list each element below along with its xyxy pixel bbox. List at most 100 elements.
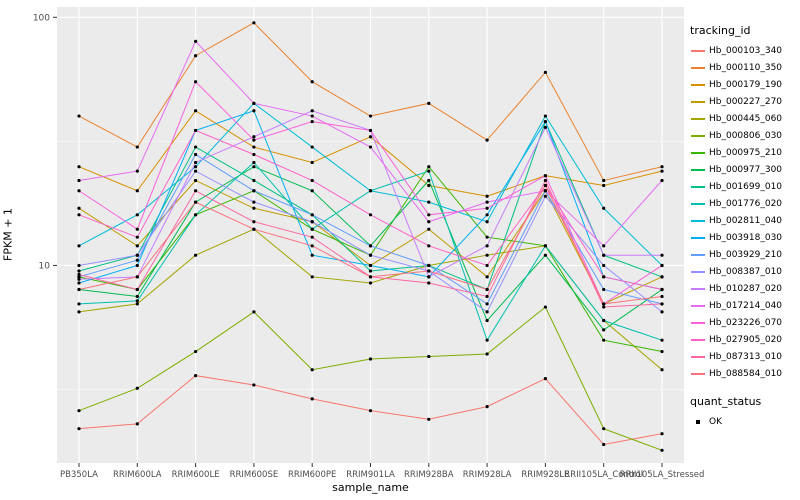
- legend-item-label: Hb_000445_060: [709, 113, 783, 124]
- legend-item-label: Hb_002811_040: [709, 215, 783, 226]
- legend-line-swatch-icon: [690, 281, 706, 297]
- data-point: [135, 294, 139, 299]
- y-tick-label: 10: [39, 261, 51, 271]
- data-point: [310, 213, 314, 217]
- data-point: [485, 404, 489, 409]
- data-point: [310, 145, 314, 149]
- data-point: [602, 244, 606, 248]
- legend-line-swatch-icon: [690, 196, 706, 212]
- data-point: [543, 178, 548, 183]
- data-point: [602, 338, 606, 342]
- data-point: [310, 275, 314, 279]
- legend-item: Hb_008387_010: [690, 263, 800, 280]
- data-point: [427, 269, 431, 273]
- legend-item: Hb_017214_040: [690, 297, 800, 314]
- data-point: [602, 302, 606, 306]
- data-point: [77, 263, 81, 268]
- data-point: [77, 310, 81, 314]
- x-tick-label: RRIM928LA: [463, 470, 512, 480]
- data-point: [135, 258, 139, 262]
- data-point: [368, 275, 373, 279]
- legend-line-swatch-icon: [690, 128, 706, 144]
- data-point: [543, 114, 548, 118]
- data-point: [485, 310, 489, 314]
- legend-item-label: Hb_000975_210: [709, 147, 783, 158]
- data-point: [77, 275, 81, 279]
- data-point: [252, 227, 256, 231]
- data-point: [194, 373, 198, 378]
- quant-ok-point-icon: [690, 414, 706, 430]
- data-point: [427, 244, 431, 248]
- legend-item-label: Hb_001776_020: [709, 198, 783, 209]
- data-point: [252, 152, 256, 157]
- data-point: [368, 281, 373, 285]
- data-point: [602, 275, 606, 279]
- data-point: [368, 189, 373, 193]
- legend-item: Hb_010287_020: [690, 280, 800, 297]
- x-tick-label: RRIM600LA: [113, 470, 162, 480]
- data-point: [252, 160, 256, 165]
- data-point: [252, 200, 256, 204]
- legend-item: Hb_000227_270: [690, 93, 800, 110]
- x-tick-label: RRII105LA_Control: [564, 470, 643, 480]
- data-point: [485, 244, 489, 248]
- data-point: [252, 145, 256, 149]
- data-point: [77, 302, 81, 306]
- data-point: [660, 294, 664, 299]
- data-point: [602, 287, 606, 292]
- legend-item: Hb_000975_210: [690, 144, 800, 161]
- data-point: [543, 194, 548, 198]
- data-point: [660, 368, 664, 372]
- legend-line-swatch-icon: [690, 230, 706, 246]
- data-point: [543, 253, 548, 257]
- data-point: [135, 302, 139, 306]
- legend-item: Hb_002811_040: [690, 212, 800, 229]
- legend-line-swatch-icon: [690, 77, 706, 93]
- data-point: [194, 128, 198, 133]
- data-point: [602, 178, 606, 183]
- x-tick-label: RRII105LA_Stressed: [620, 470, 705, 480]
- legend-line-swatch-icon: [690, 332, 706, 348]
- data-point: [427, 263, 431, 268]
- data-point: [543, 305, 548, 309]
- data-point: [427, 220, 431, 224]
- data-point: [252, 189, 256, 193]
- data-point: [485, 235, 489, 239]
- data-point: [427, 178, 431, 183]
- data-point: [194, 189, 198, 193]
- data-point: [310, 160, 314, 165]
- data-point: [135, 213, 139, 217]
- data-point: [252, 101, 256, 105]
- data-point: [427, 354, 431, 359]
- data-point: [368, 357, 373, 361]
- legend-item: Hb_001699_010: [690, 178, 800, 195]
- data-point: [543, 377, 548, 381]
- data-point: [135, 227, 139, 231]
- data-point: [310, 220, 314, 224]
- data-point: [135, 145, 139, 149]
- legend-item-label: Hb_027905_020: [709, 334, 783, 345]
- legend-line-swatch-icon: [690, 264, 706, 280]
- data-point: [660, 263, 664, 268]
- legend-item-label: Hb_008387_010: [709, 266, 783, 277]
- legend-item: Hb_003929_210: [690, 246, 800, 263]
- data-point: [485, 206, 489, 210]
- data-point: [252, 138, 256, 142]
- data-point: [602, 183, 606, 188]
- data-point: [77, 178, 81, 183]
- data-point: [368, 409, 373, 413]
- data-point: [660, 338, 664, 342]
- x-axis-title: sample_name: [332, 481, 409, 494]
- data-point: [77, 114, 81, 118]
- data-point: [427, 183, 431, 188]
- data-point: [368, 263, 373, 268]
- x-tick-label: RRIM928LE: [521, 470, 569, 480]
- x-tick-label: PB350LA: [60, 470, 98, 480]
- data-point: [485, 253, 489, 257]
- x-tick-label: RRIM928BA: [404, 470, 454, 480]
- tracking-id-legend-list: Hb_000103_340 Hb_000110_350 Hb_000179_190 H…: [690, 42, 800, 382]
- data-point: [194, 178, 198, 183]
- data-point: [135, 253, 139, 257]
- data-point: [485, 220, 489, 224]
- data-point: [310, 397, 314, 401]
